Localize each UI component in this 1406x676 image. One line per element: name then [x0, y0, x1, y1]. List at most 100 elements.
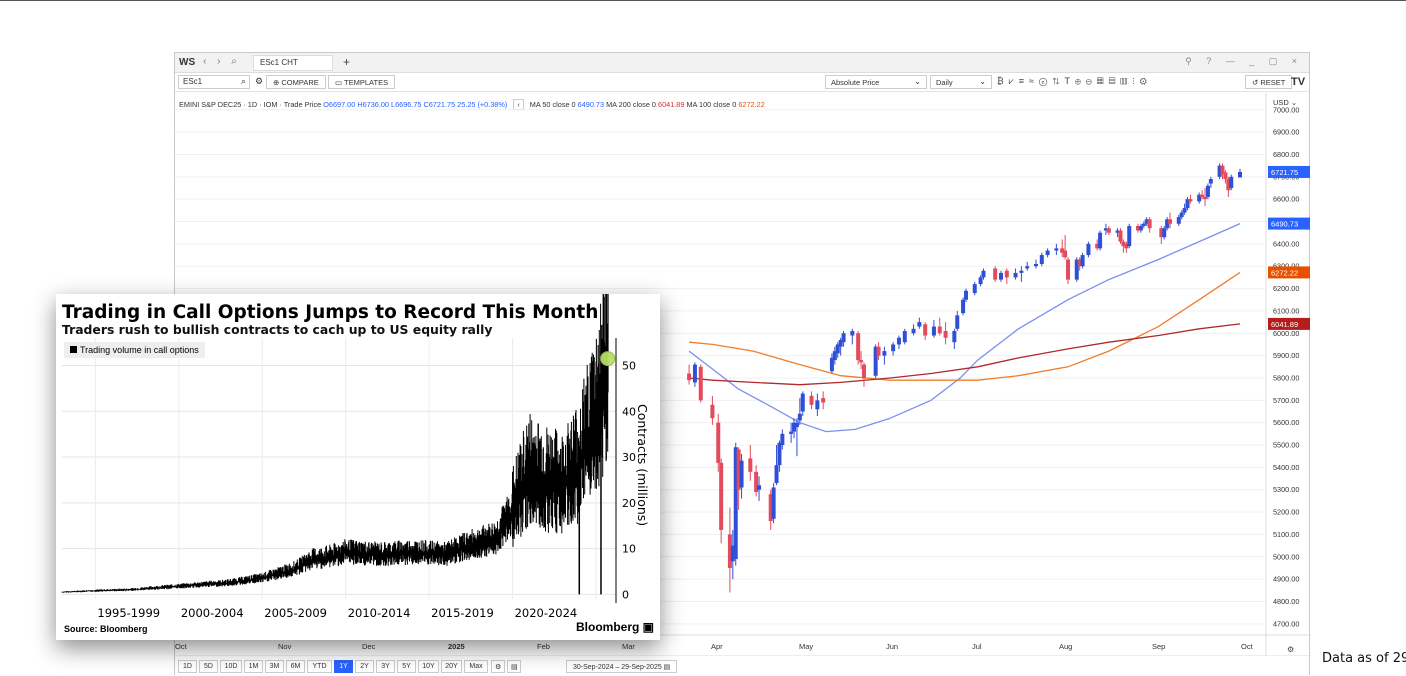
time-tick-label: Jul	[972, 642, 982, 651]
time-tick-label: 2025	[448, 642, 465, 651]
inset-title: Trading in Call Options Jumps to Record …	[62, 302, 599, 323]
drawing-tools-icons[interactable]: ₿⩗≡≈ⓔ⇅T⊕⊖▦▤▥⫶⚙	[997, 76, 1152, 86]
price-badge	[1268, 165, 1310, 178]
templates-button[interactable]: ▭ TEMPLATES	[328, 75, 396, 89]
candle	[1115, 228, 1120, 238]
search-icon[interactable]: ⌕	[241, 76, 247, 86]
symbol-input[interactable]: ESc1	[178, 75, 250, 89]
bloomberg-inset-chart: Trading in Call Options Jumps to Record …	[56, 294, 660, 640]
range-button-max[interactable]: Max	[464, 660, 488, 673]
candle-body	[792, 422, 797, 432]
candle	[832, 346, 837, 365]
candle-body	[1176, 217, 1181, 224]
candle	[978, 275, 983, 287]
candle-body	[1188, 199, 1193, 202]
range-button-ytd[interactable]: YTD	[307, 660, 332, 673]
interval-value: Daily	[936, 78, 953, 87]
candle	[911, 324, 916, 336]
inset-y-tick: 20	[622, 497, 636, 510]
candle-body	[829, 357, 834, 372]
candle-body	[780, 433, 785, 446]
candle-body	[891, 344, 896, 352]
chevron-down-icon: ⌄	[979, 77, 986, 86]
range-button-5d[interactable]: 5D	[199, 660, 218, 673]
candle	[1025, 261, 1030, 271]
ma50-value: 6490.73	[577, 100, 605, 109]
range-button-10y[interactable]: 10Y	[418, 660, 439, 673]
candle	[1223, 170, 1228, 184]
candle	[1106, 225, 1111, 235]
range-button-1d[interactable]: 1D	[178, 660, 197, 673]
range-table-icon[interactable]: ▤	[507, 660, 521, 673]
candle-body	[1115, 230, 1120, 233]
candle-body	[841, 333, 846, 343]
range-button-2y[interactable]: 2Y	[355, 660, 374, 673]
price-badge-label: 6272.22	[1271, 268, 1298, 277]
reset-button[interactable]: ↺ RESET	[1245, 75, 1293, 89]
price-tick-label: 6400.00	[1273, 239, 1299, 248]
candle	[754, 465, 759, 497]
range-settings-icon[interactable]: ⚙	[491, 660, 505, 673]
candle	[998, 270, 1003, 282]
candle	[917, 317, 922, 329]
settings-icon[interactable]: ⚙	[255, 76, 264, 86]
range-button-10d[interactable]: 10D	[220, 660, 242, 673]
candle	[931, 319, 936, 338]
candle	[1147, 217, 1152, 233]
interval-select[interactable]: Daily ⌄	[930, 75, 992, 89]
inset-x-label: 2010-2014	[348, 606, 411, 620]
range-button-3m[interactable]: 3M	[265, 660, 284, 673]
range-button-5y[interactable]: 5Y	[397, 660, 416, 673]
app-label[interactable]: WS	[179, 57, 196, 68]
candle	[829, 353, 834, 374]
candle	[727, 507, 732, 593]
candle	[1054, 243, 1059, 256]
candle-body	[800, 393, 805, 412]
candle	[972, 281, 977, 296]
high-value: H6736.00	[357, 100, 389, 109]
price-tick-label: 5100.00	[1273, 530, 1299, 539]
candle-body	[1203, 196, 1208, 200]
axis-settings-icon: ⚙	[1287, 645, 1294, 654]
nav-arrows-icon[interactable]: ‹ › ⌕	[203, 56, 241, 67]
range-button-1m[interactable]: 1M	[244, 660, 263, 673]
candle-body	[993, 268, 998, 280]
candle	[1004, 268, 1009, 285]
candle	[692, 362, 697, 387]
price-tick-label: 4800.00	[1273, 597, 1299, 606]
new-tab-button[interactable]: +	[343, 55, 351, 69]
range-button-20y[interactable]: 20Y	[441, 660, 462, 673]
candle	[1013, 268, 1018, 280]
candle-body	[797, 413, 802, 421]
candle	[774, 445, 779, 486]
candle-body	[1039, 255, 1044, 264]
price-tick-label: 6300.00	[1273, 262, 1299, 271]
candle	[771, 483, 776, 524]
candle-body	[692, 364, 697, 383]
candle-body	[835, 344, 840, 354]
legend-label: Trading volume in call options	[80, 345, 199, 355]
range-button-3y[interactable]: 3Y	[376, 660, 395, 673]
candle	[882, 346, 887, 365]
candle-body	[794, 422, 799, 428]
compare-label: COMPARE	[281, 78, 319, 87]
candle-body	[998, 272, 1003, 280]
candle-body	[861, 364, 866, 378]
price-mode-select[interactable]: Absolute Price ⌄	[825, 75, 927, 89]
candle-body	[698, 366, 703, 401]
range-button-6m[interactable]: 6M	[286, 660, 305, 673]
compare-button[interactable]: ⊕ COMPARE	[266, 75, 326, 89]
candle-body	[1103, 228, 1108, 231]
candle-body	[1004, 270, 1009, 278]
candle	[797, 398, 802, 425]
candle-body	[1060, 248, 1065, 253]
date-range-picker[interactable]: 30-Sep-2024 – 29-Sep-2025 ▤	[566, 660, 678, 673]
inset-y-tick: 40	[622, 405, 636, 418]
candle	[1135, 223, 1140, 233]
candle-body	[730, 545, 735, 562]
range-button-1y[interactable]: 1Y	[334, 660, 353, 673]
chart-tab[interactable]: ESc1 CHT	[253, 55, 333, 71]
candle-body	[748, 458, 753, 472]
window-controls-icon[interactable]: ⚲ ? — _ ▢ ×	[1185, 56, 1303, 66]
time-tick-label: Apr	[711, 642, 723, 651]
